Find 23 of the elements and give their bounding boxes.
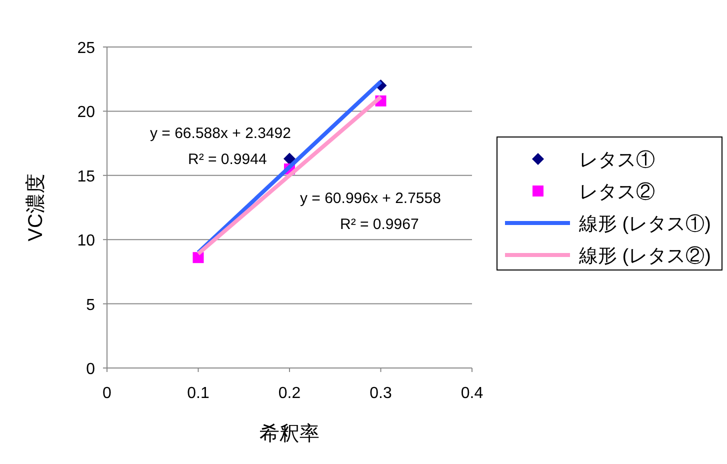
y-axis-title: VC濃度 bbox=[25, 174, 47, 242]
point bbox=[192, 252, 204, 264]
y-tick-label: 5 bbox=[86, 296, 96, 314]
legend-label: 線形 (レタス①) bbox=[578, 214, 711, 235]
legend-label: レタス① bbox=[579, 150, 655, 171]
legend-label: レタス② bbox=[579, 182, 655, 203]
y-tick-label: 10 bbox=[77, 232, 96, 250]
x-tick-label: 0.4 bbox=[460, 385, 484, 402]
x-tick-label: 0.3 bbox=[370, 385, 392, 402]
x-tick-label: 0.1 bbox=[187, 385, 210, 402]
x-axis-title: 希釈率 bbox=[260, 423, 320, 445]
y-tick-label: 25 bbox=[77, 40, 96, 57]
annotation: y = 60.996x + 2.7558 bbox=[300, 190, 441, 207]
point bbox=[284, 152, 296, 165]
y-tick-label: 15 bbox=[77, 168, 96, 186]
annotation: y = 66.588x + 2.3492 bbox=[150, 125, 291, 142]
x-tick-label: 0.2 bbox=[278, 385, 301, 402]
y-tick-label: 0 bbox=[86, 361, 96, 378]
annotation: R² = 0.9967 bbox=[340, 216, 419, 233]
annotation: R² = 0.9944 bbox=[188, 151, 267, 168]
x-tick-label: 0 bbox=[102, 385, 112, 402]
y-tick-label: 20 bbox=[77, 104, 96, 122]
legend-label: 線形 (レタス②) bbox=[578, 246, 711, 267]
